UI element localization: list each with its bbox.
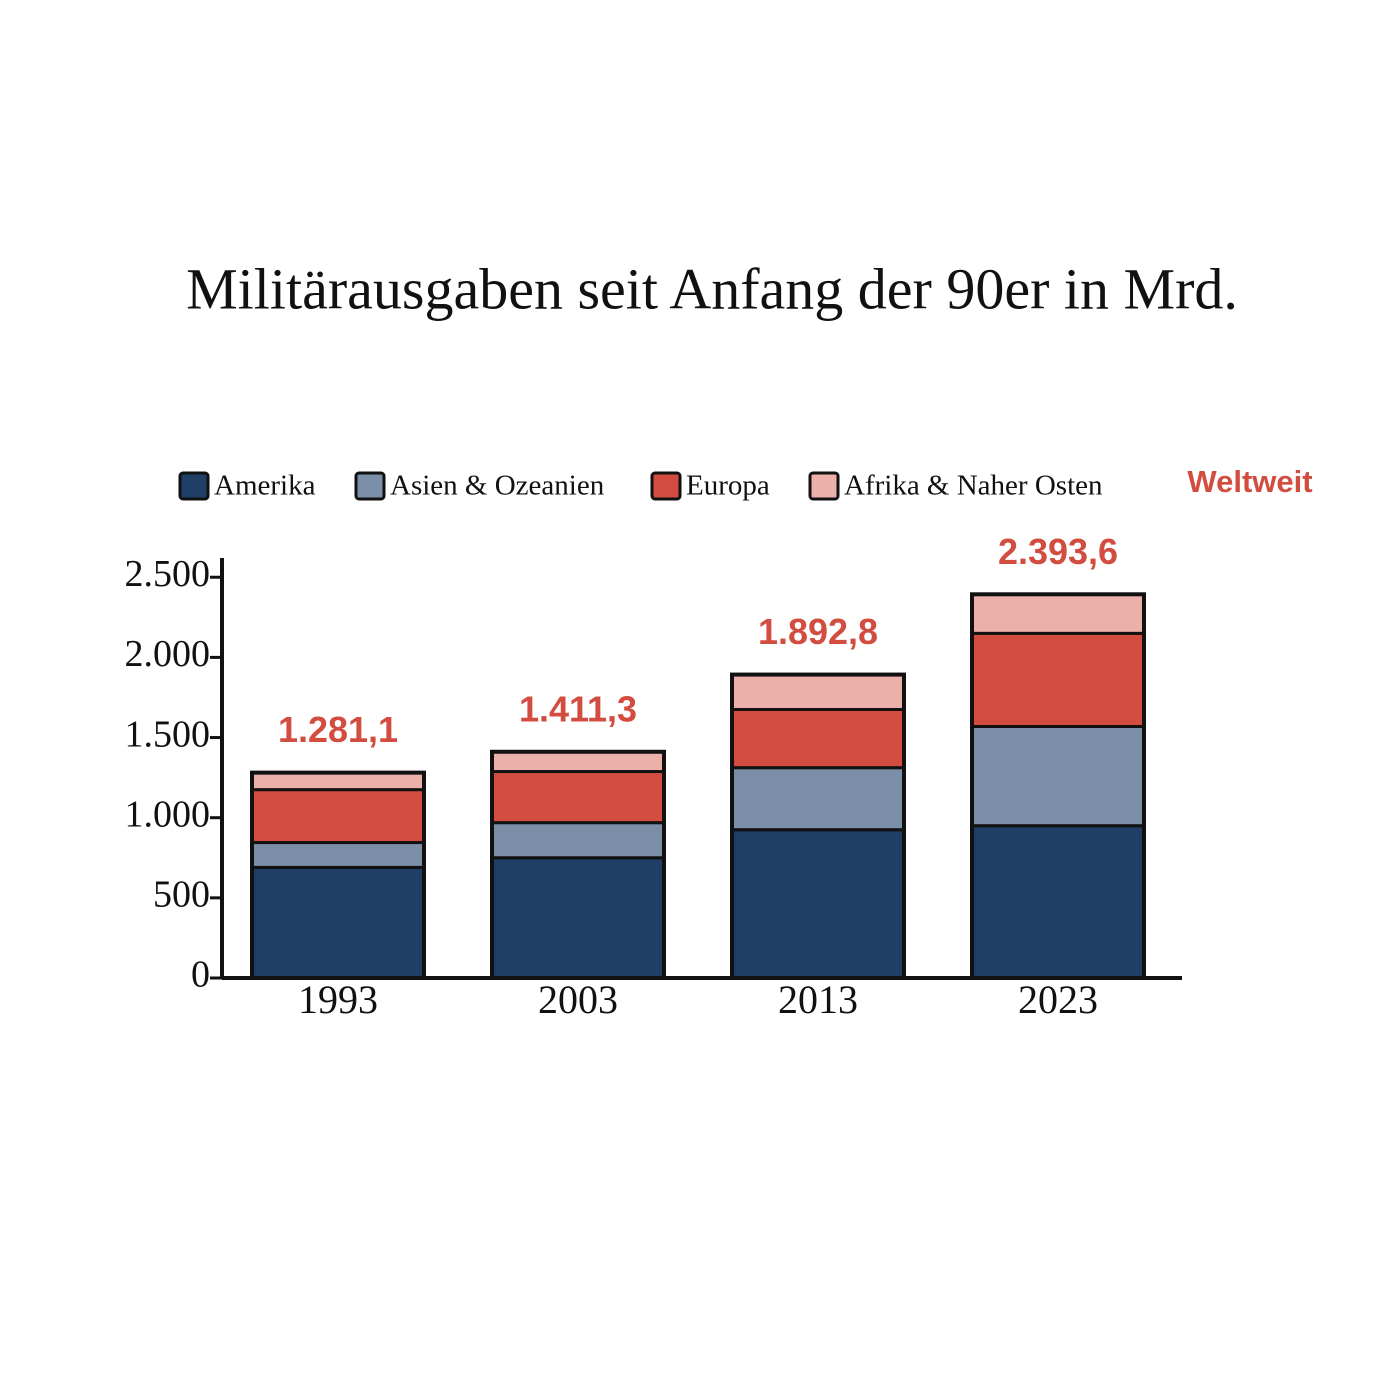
y-tick-label: 1.500	[125, 713, 211, 755]
bar-segment	[730, 707, 906, 770]
legend-swatch	[178, 471, 210, 501]
chart-title: Militärausgaben seit Anfang der 90er in …	[186, 256, 1238, 321]
y-tick-label: 500	[153, 874, 210, 916]
total-label: 1.411,3	[519, 688, 637, 729]
bar-segment	[490, 856, 666, 980]
bar-segment	[250, 841, 426, 869]
bar-segment	[490, 770, 666, 825]
bar-segment	[970, 631, 1146, 728]
bar-segment	[250, 865, 426, 980]
bar-segment	[730, 766, 906, 832]
bar-segment	[730, 828, 906, 980]
x-tick-label: 1993	[298, 977, 378, 1022]
legend-label: Asien & Ozeanien	[390, 470, 605, 502]
legend-label: Amerika	[214, 470, 316, 502]
bar-segment	[250, 771, 426, 792]
bar-segment	[970, 824, 1146, 980]
bar-segment	[490, 821, 666, 860]
total-label: 2.393,6	[998, 531, 1118, 572]
bar-segment	[730, 673, 906, 711]
total-label: 1.281,1	[278, 709, 398, 750]
legend-swatch	[354, 471, 386, 501]
total-label: 1.892,8	[758, 611, 878, 652]
y-tick-label: 2.000	[125, 633, 211, 675]
x-tick-label: 2023	[1018, 977, 1098, 1022]
legend-label: Europa	[686, 470, 770, 502]
legend-swatch	[808, 471, 840, 501]
x-tick-label: 2003	[538, 977, 618, 1022]
bar-segment	[970, 724, 1146, 828]
bar-segment	[970, 592, 1146, 635]
y-tick-label: 1.000	[125, 793, 211, 835]
legend-label: Afrika & Naher Osten	[844, 470, 1103, 502]
legend-swatch	[650, 471, 682, 501]
y-tick-label: 2.500	[125, 553, 211, 595]
bar-segment	[250, 788, 426, 845]
x-tick-label: 2013	[778, 977, 858, 1022]
bar-segment	[490, 750, 666, 774]
y-tick-label: 0	[191, 954, 210, 996]
legend-total: Weltweit	[1187, 464, 1312, 499]
